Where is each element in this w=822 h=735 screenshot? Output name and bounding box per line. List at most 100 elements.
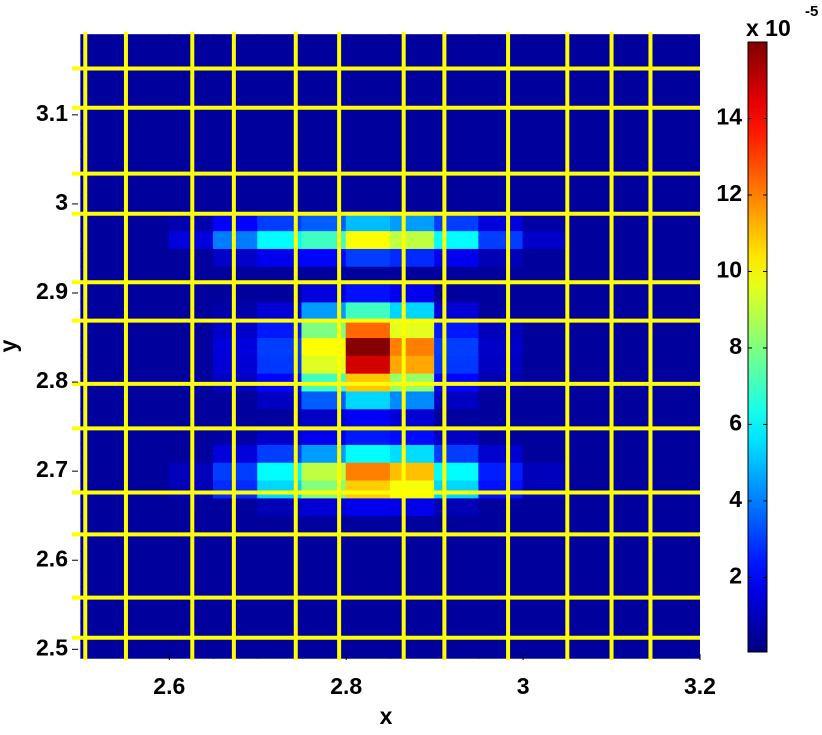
cell xyxy=(389,319,436,339)
cell xyxy=(345,319,391,339)
cell xyxy=(434,515,480,535)
cell xyxy=(257,301,303,321)
cell xyxy=(80,604,126,624)
cell xyxy=(345,230,391,249)
cell xyxy=(655,426,700,445)
cell xyxy=(655,390,700,410)
cell xyxy=(301,230,347,249)
cell xyxy=(566,141,613,160)
cell xyxy=(655,515,700,535)
cell xyxy=(611,212,657,232)
cell xyxy=(124,533,170,552)
cell xyxy=(80,265,126,285)
cell xyxy=(301,283,347,303)
cell xyxy=(389,212,436,232)
cell xyxy=(655,247,700,267)
cell xyxy=(389,337,436,356)
cell xyxy=(80,34,126,53)
cell xyxy=(478,337,524,356)
cell xyxy=(301,533,347,552)
cell xyxy=(257,443,303,463)
cell xyxy=(478,301,524,321)
cell xyxy=(80,141,126,160)
cell xyxy=(655,479,700,499)
colorbar-tick-label: 10 xyxy=(716,257,742,283)
cell xyxy=(80,69,126,89)
cell xyxy=(124,426,170,445)
cell xyxy=(655,141,700,160)
cell xyxy=(389,443,436,463)
y-tick-label: 2.5 xyxy=(36,634,68,660)
cell xyxy=(655,87,700,107)
cell xyxy=(434,301,480,321)
cell xyxy=(124,34,170,53)
cell xyxy=(124,51,170,71)
cell xyxy=(124,319,170,339)
cell xyxy=(389,426,436,445)
cell xyxy=(124,87,170,107)
cell xyxy=(80,568,126,588)
cell xyxy=(345,408,391,428)
cell xyxy=(566,87,613,107)
cell xyxy=(345,479,391,499)
cell xyxy=(611,568,657,588)
cell xyxy=(389,105,436,125)
cell xyxy=(301,497,347,517)
cell xyxy=(522,247,568,267)
cell xyxy=(389,51,436,71)
cell xyxy=(434,337,480,356)
cell xyxy=(522,105,568,125)
cell xyxy=(124,639,170,659)
cell xyxy=(389,265,436,285)
cell xyxy=(611,390,657,410)
cell xyxy=(522,141,568,160)
cell xyxy=(566,550,613,570)
cell xyxy=(345,194,391,214)
cell xyxy=(80,639,126,659)
x-tick-label: 2.8 xyxy=(330,673,362,699)
cell xyxy=(566,390,613,410)
cell xyxy=(611,265,657,285)
cell xyxy=(257,515,303,535)
cell xyxy=(301,408,347,428)
cell xyxy=(566,69,613,89)
cell xyxy=(80,443,126,463)
cell xyxy=(655,443,700,463)
cell xyxy=(124,176,170,196)
cell xyxy=(80,337,126,356)
cell xyxy=(257,319,303,339)
cell xyxy=(566,265,613,285)
cell xyxy=(478,550,524,570)
cell xyxy=(301,69,347,89)
cell xyxy=(434,390,480,410)
cell xyxy=(257,533,303,552)
cell xyxy=(345,354,391,374)
cell xyxy=(434,497,480,517)
cell xyxy=(389,550,436,570)
cell xyxy=(345,34,391,53)
cell xyxy=(434,568,480,588)
cell xyxy=(566,479,613,499)
cell xyxy=(345,443,391,463)
cell xyxy=(345,497,391,517)
cell xyxy=(257,194,303,214)
cell xyxy=(345,141,391,160)
cell xyxy=(566,319,613,339)
cell xyxy=(478,354,524,374)
cell xyxy=(434,194,480,214)
cell xyxy=(611,51,657,71)
y-tick-label: 2.6 xyxy=(36,545,68,571)
cell xyxy=(301,319,347,339)
cell xyxy=(611,123,657,143)
cell xyxy=(522,337,568,356)
cell xyxy=(301,443,347,463)
cell xyxy=(345,51,391,71)
cell xyxy=(345,69,391,89)
cell xyxy=(611,247,657,267)
cell xyxy=(522,568,568,588)
cell xyxy=(434,461,480,481)
colorbar-tick-label: 14 xyxy=(716,104,742,130)
cell xyxy=(434,69,480,89)
cell xyxy=(389,390,436,410)
